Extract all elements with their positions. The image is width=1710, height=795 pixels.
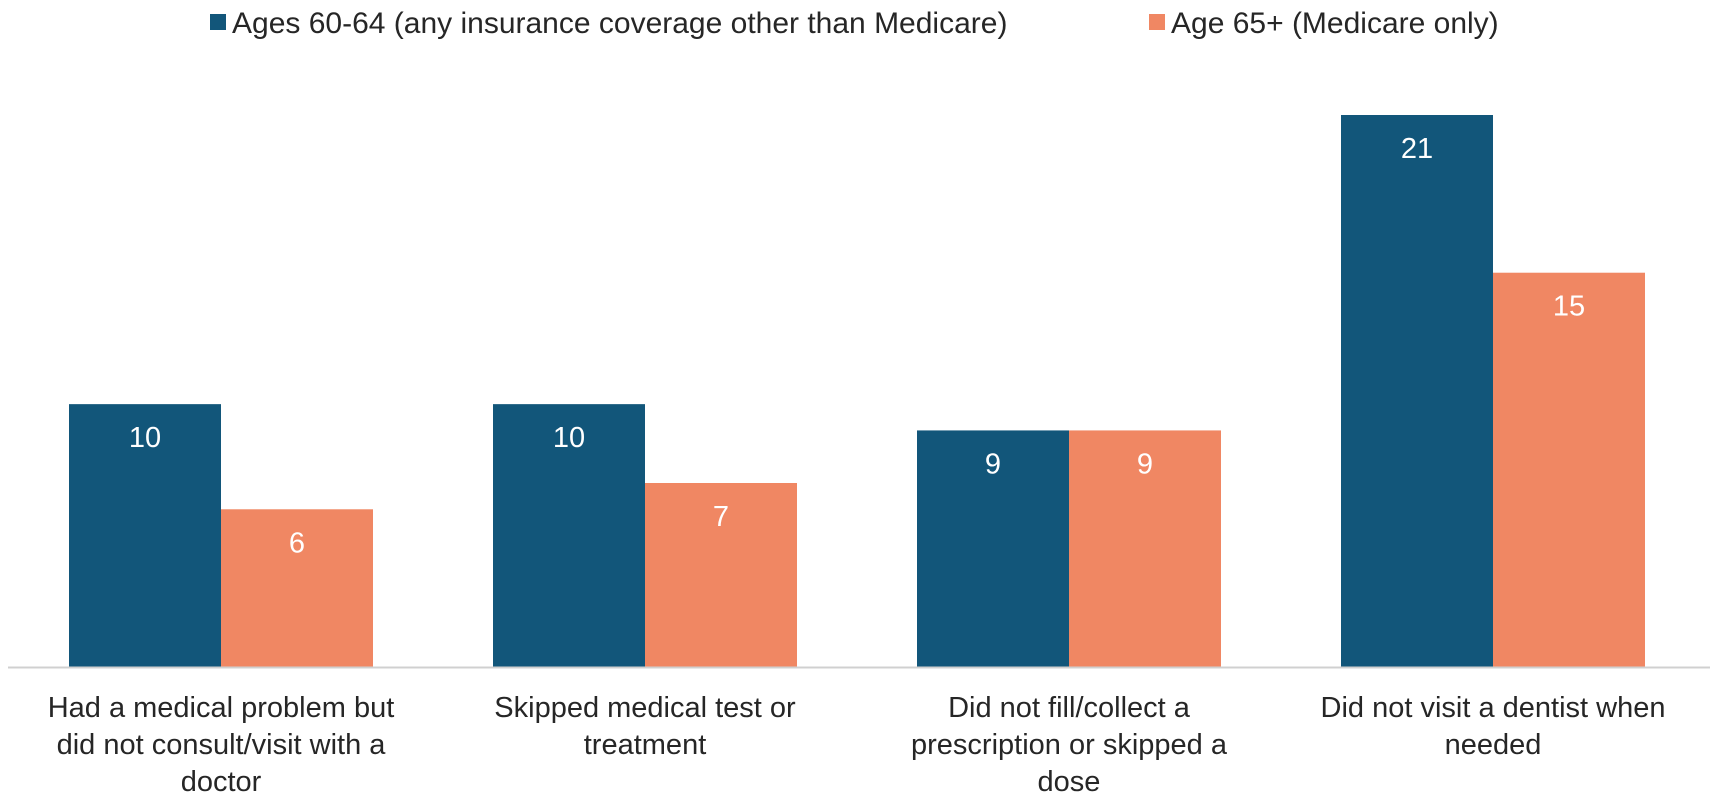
- data-label-s2-c2: 7: [713, 501, 729, 533]
- category-label-line: Skipped medical test or: [494, 692, 796, 724]
- category-label-line: did not consult/visit with a: [57, 729, 387, 761]
- data-label-s2-c4: 15: [1553, 291, 1585, 323]
- legend-label-1: Ages 60-64 (any insurance coverage other…: [232, 7, 1007, 40]
- bar-s1-c1: [69, 404, 221, 667]
- data-label-s1-c1: 10: [129, 422, 161, 454]
- bar-s2-c4: [1493, 272, 1645, 667]
- category-label-line: Did not fill/collect a: [948, 692, 1191, 724]
- category-label-1: Had a medical problem but did not consult…: [48, 692, 395, 795]
- bar-s1-c2: [493, 404, 645, 667]
- bar-s1-c3: [917, 430, 1069, 667]
- data-label-s1-c2: 10: [553, 422, 585, 454]
- bar-s2-c2: [645, 483, 797, 667]
- legend-swatch-1: [210, 14, 226, 30]
- category-label-line: Had a medical problem but: [48, 692, 395, 724]
- data-label-s1-c4: 21: [1401, 133, 1433, 165]
- category-label-line: needed: [1445, 729, 1542, 761]
- data-label-s2-c3: 9: [1137, 448, 1153, 480]
- category-label-line: Did not visit a dentist when: [1321, 692, 1666, 724]
- bar-s2-c1: [221, 509, 373, 667]
- data-label-s1-c3: 9: [985, 448, 1001, 480]
- legend-label-2: Age 65+ (Medicare only): [1171, 7, 1499, 40]
- category-label-line: prescription or skipped a: [911, 729, 1228, 761]
- category-label-2: Skipped medical test or treatment: [494, 692, 796, 761]
- category-label-4: Did not visit a dentist when needed: [1321, 692, 1666, 761]
- category-label-3: Did not fill/collect a prescription or sk…: [911, 692, 1228, 795]
- bar-s2-c3: [1069, 430, 1221, 667]
- category-label-line: dose: [1038, 766, 1101, 795]
- legend-swatch-2: [1149, 14, 1165, 30]
- category-label-line: doctor: [181, 766, 262, 795]
- bar-s1-c4: [1341, 115, 1493, 667]
- data-label-s2-c1: 6: [289, 527, 305, 559]
- category-label-line: treatment: [584, 729, 707, 761]
